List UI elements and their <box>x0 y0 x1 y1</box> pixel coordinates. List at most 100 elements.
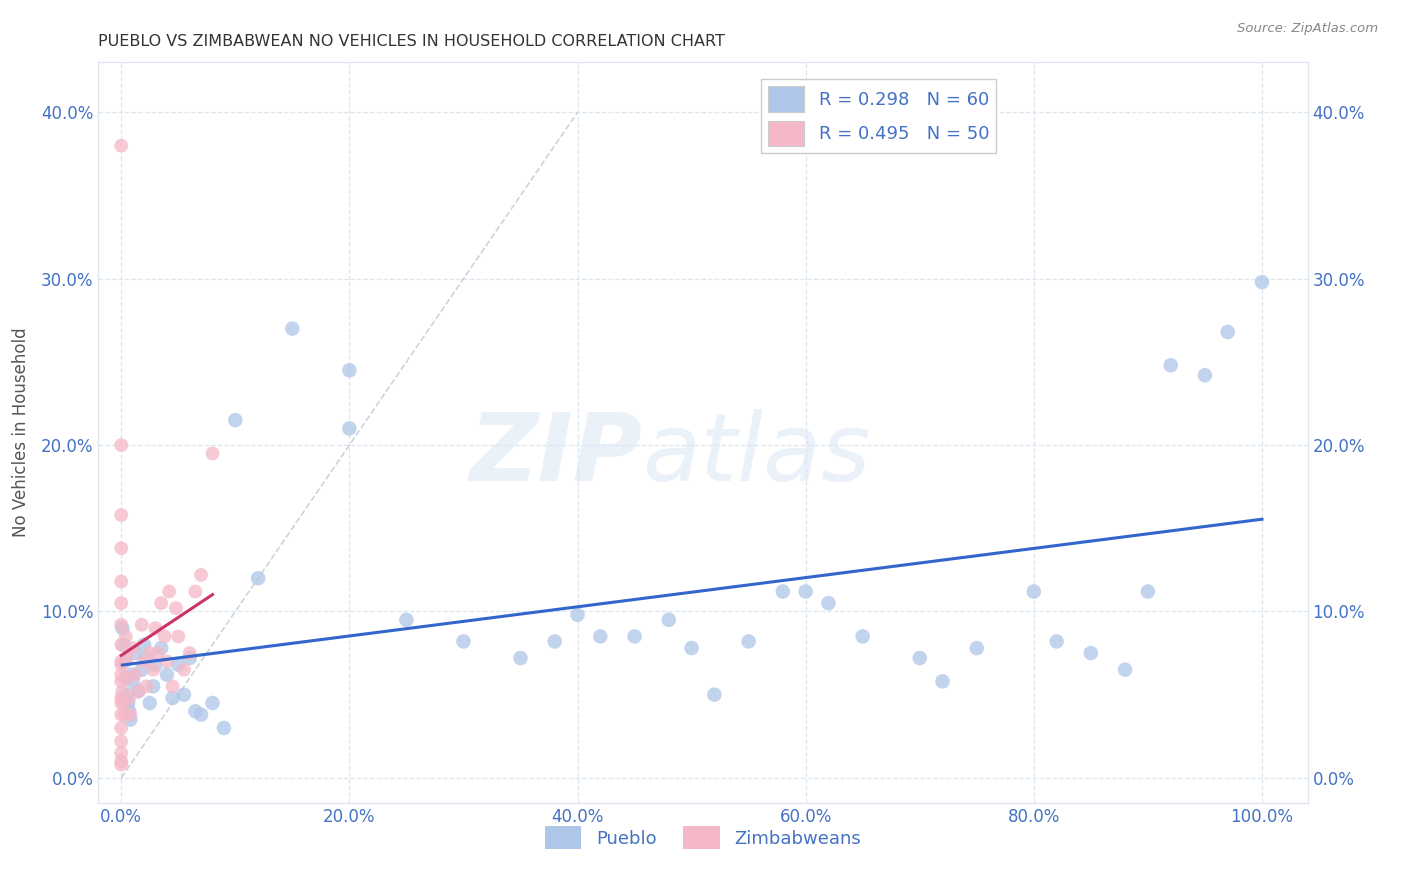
Point <box>1216 325 1239 339</box>
Point <box>150 596 173 610</box>
Point <box>110 138 132 153</box>
Point <box>118 704 141 718</box>
Point <box>772 584 794 599</box>
Point <box>127 684 149 698</box>
Point <box>1080 646 1102 660</box>
Point <box>110 674 132 689</box>
Point <box>124 646 146 660</box>
Point <box>132 638 155 652</box>
Point <box>567 607 589 622</box>
Point <box>110 754 132 768</box>
Point <box>121 674 143 689</box>
Point <box>173 688 195 702</box>
Text: ZIP: ZIP <box>470 409 643 500</box>
Point <box>131 617 153 632</box>
Point <box>737 634 759 648</box>
Point <box>110 690 132 705</box>
Point <box>1136 584 1159 599</box>
Point <box>110 707 132 722</box>
Point <box>145 657 167 672</box>
Point <box>156 654 179 668</box>
Point <box>589 629 612 643</box>
Point <box>153 629 176 643</box>
Point <box>167 629 190 643</box>
Point <box>110 696 132 710</box>
Point <box>681 641 703 656</box>
Point <box>139 646 162 660</box>
Point <box>135 651 157 665</box>
Point <box>201 696 224 710</box>
Point <box>112 638 135 652</box>
Legend: Pueblo, Zimbabweans: Pueblo, Zimbabweans <box>538 819 868 856</box>
Point <box>114 654 136 668</box>
Point <box>247 571 270 585</box>
Point <box>110 757 132 772</box>
Point <box>852 629 875 643</box>
Point <box>110 438 132 452</box>
Point <box>115 688 138 702</box>
Point <box>190 567 212 582</box>
Point <box>703 688 725 702</box>
Point <box>509 651 531 665</box>
Point <box>111 621 134 635</box>
Point <box>142 679 165 693</box>
Point <box>135 679 157 693</box>
Point <box>120 707 142 722</box>
Point <box>120 713 142 727</box>
Text: Source: ZipAtlas.com: Source: ZipAtlas.com <box>1237 22 1378 36</box>
Point <box>114 629 136 643</box>
Point <box>114 707 136 722</box>
Point <box>110 721 132 735</box>
Point <box>110 746 132 760</box>
Point <box>124 667 146 681</box>
Point <box>173 663 195 677</box>
Point <box>112 696 135 710</box>
Point <box>162 690 184 705</box>
Point <box>931 674 953 689</box>
Point <box>110 541 132 556</box>
Point <box>337 363 360 377</box>
Point <box>117 696 139 710</box>
Point <box>658 613 681 627</box>
Point <box>157 584 180 599</box>
Point <box>281 321 304 335</box>
Point <box>110 654 132 668</box>
Point <box>131 663 153 677</box>
Point <box>139 696 162 710</box>
Point <box>337 421 360 435</box>
Point <box>132 654 155 668</box>
Point <box>150 641 173 656</box>
Point <box>1046 634 1069 648</box>
Point <box>201 446 224 460</box>
Point <box>145 621 167 635</box>
Point <box>453 634 475 648</box>
Point <box>121 667 143 681</box>
Text: atlas: atlas <box>643 409 870 500</box>
Point <box>115 651 138 665</box>
Point <box>110 596 132 610</box>
Point <box>110 574 132 589</box>
Point <box>1114 663 1136 677</box>
Point <box>212 721 235 735</box>
Point <box>117 671 139 685</box>
Point <box>165 601 187 615</box>
Text: PUEBLO VS ZIMBABWEAN NO VEHICLES IN HOUSEHOLD CORRELATION CHART: PUEBLO VS ZIMBABWEAN NO VEHICLES IN HOUS… <box>98 34 725 49</box>
Point <box>127 684 149 698</box>
Point <box>1194 368 1216 383</box>
Point <box>111 684 134 698</box>
Point <box>224 413 246 427</box>
Point <box>146 646 169 660</box>
Point <box>114 671 136 685</box>
Point <box>1022 584 1045 599</box>
Point <box>179 651 201 665</box>
Point <box>167 657 190 672</box>
Point <box>1160 358 1182 372</box>
Point <box>179 646 201 660</box>
Point <box>623 629 645 643</box>
Point <box>118 690 141 705</box>
Point <box>190 707 212 722</box>
Point <box>121 641 143 656</box>
Point <box>156 667 179 681</box>
Point <box>110 667 132 681</box>
Point <box>817 596 839 610</box>
